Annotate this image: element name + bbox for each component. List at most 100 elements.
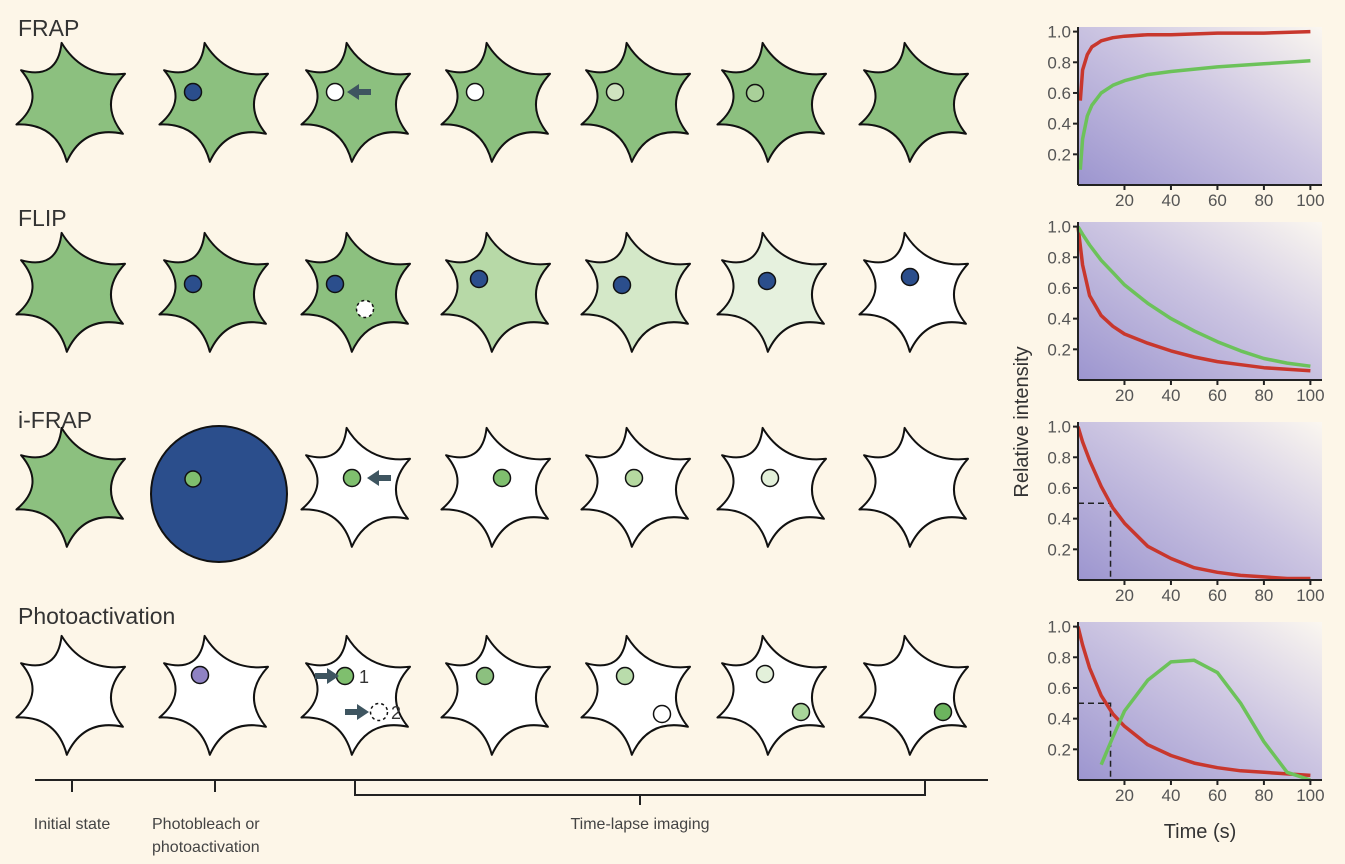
cell-outline	[300, 231, 411, 353]
cell-outline	[440, 634, 551, 756]
spot	[652, 704, 672, 724]
chart: 0.2 0.4 0.6 0.8 1.0 20 40 60 80 100	[1047, 218, 1324, 405]
arrow	[347, 84, 371, 100]
data-line	[1099, 658, 1311, 782]
data-line	[1076, 626, 1311, 778]
x-tick-label: 60	[1208, 191, 1227, 210]
data-line	[1076, 225, 1311, 368]
cell-outline	[580, 634, 691, 756]
cell	[15, 41, 126, 163]
y-axis-label: Relative intensity	[1011, 346, 1033, 497]
cell	[580, 41, 691, 163]
cell	[716, 426, 827, 548]
y-tick-label: 0.6	[1047, 679, 1071, 698]
spot	[369, 702, 389, 722]
cell-outline	[15, 634, 126, 756]
cell	[440, 41, 551, 163]
cell-outline	[858, 41, 969, 163]
row-title: FLIP	[18, 205, 67, 231]
data-line	[1076, 426, 1311, 581]
cell-outline	[15, 41, 126, 163]
x-tick-label: 80	[1254, 586, 1273, 605]
y-tick-label: 0.6	[1047, 279, 1071, 298]
spot	[612, 275, 632, 295]
x-axis-label: Time (s)	[1164, 821, 1237, 843]
cell	[158, 634, 269, 756]
cell-outline	[440, 426, 551, 548]
y-tick-label: 1.0	[1047, 23, 1071, 42]
spot	[469, 269, 489, 289]
x-tick-label: 40	[1161, 191, 1180, 210]
spot	[342, 468, 362, 488]
cell	[858, 426, 969, 548]
spot	[791, 702, 811, 722]
cell-outline	[15, 231, 126, 353]
cell	[858, 41, 969, 163]
y-tick-label: 0.2	[1047, 540, 1071, 559]
cell	[15, 634, 126, 756]
spot	[475, 666, 495, 686]
cell-outline	[300, 634, 411, 756]
cell	[858, 231, 969, 353]
spot-label: 1	[359, 667, 369, 687]
x-tick-label: 100	[1296, 386, 1324, 405]
cell	[440, 634, 551, 756]
x-tick-label: 20	[1115, 586, 1134, 605]
spot	[325, 274, 345, 294]
y-tick-label: 0.2	[1047, 145, 1071, 164]
cell	[716, 231, 827, 353]
y-tick-label: 0.4	[1047, 115, 1071, 134]
cell-outline	[580, 231, 691, 353]
cell: 12	[300, 634, 411, 756]
spot	[184, 470, 202, 488]
cell-outline	[158, 231, 269, 353]
timeline-label: Time-lapse imaging	[570, 816, 709, 833]
cell	[580, 634, 691, 756]
x-tick-label: 20	[1115, 786, 1134, 805]
x-tick-label: 40	[1161, 586, 1180, 605]
cell	[15, 426, 126, 548]
y-tick-label: 0.6	[1047, 479, 1071, 498]
row-titles: FRAP FLIP i-FRAP Photoactivation	[18, 15, 175, 629]
plot-area	[1078, 422, 1322, 580]
row-title: i-FRAP	[18, 407, 92, 433]
data-line	[1078, 29, 1311, 101]
data-line	[1078, 58, 1311, 170]
cell	[150, 425, 288, 563]
cell-outline	[158, 41, 269, 163]
spot	[760, 468, 780, 488]
plot-area	[1078, 27, 1322, 185]
cell-outline	[858, 634, 969, 756]
y-tick-label: 0.8	[1047, 53, 1071, 72]
cell-outline	[440, 41, 551, 163]
x-tick-label: 40	[1161, 386, 1180, 405]
spot	[605, 82, 625, 102]
bleached-cell	[150, 425, 288, 563]
cell	[716, 41, 827, 163]
y-tick-label: 0.8	[1047, 648, 1071, 667]
spot	[183, 82, 203, 102]
x-tick-label: 100	[1296, 786, 1324, 805]
arrow	[367, 470, 391, 486]
cell-outline	[440, 231, 551, 353]
spot-label: 2	[391, 703, 401, 723]
cell-outline	[716, 231, 827, 353]
arrow	[345, 704, 369, 720]
spot	[615, 666, 635, 686]
spot	[325, 82, 345, 102]
cell	[580, 231, 691, 353]
y-tick-label: 1.0	[1047, 418, 1071, 437]
y-tick-label: 0.8	[1047, 448, 1071, 467]
x-tick-label: 60	[1208, 786, 1227, 805]
spot	[183, 274, 203, 294]
spot	[933, 702, 953, 722]
x-tick-label: 60	[1208, 386, 1227, 405]
cell	[440, 426, 551, 548]
spot	[355, 299, 375, 319]
cell-outline	[158, 634, 269, 756]
cell	[300, 426, 411, 548]
spot	[745, 83, 765, 103]
y-tick-label: 0.2	[1047, 740, 1071, 759]
